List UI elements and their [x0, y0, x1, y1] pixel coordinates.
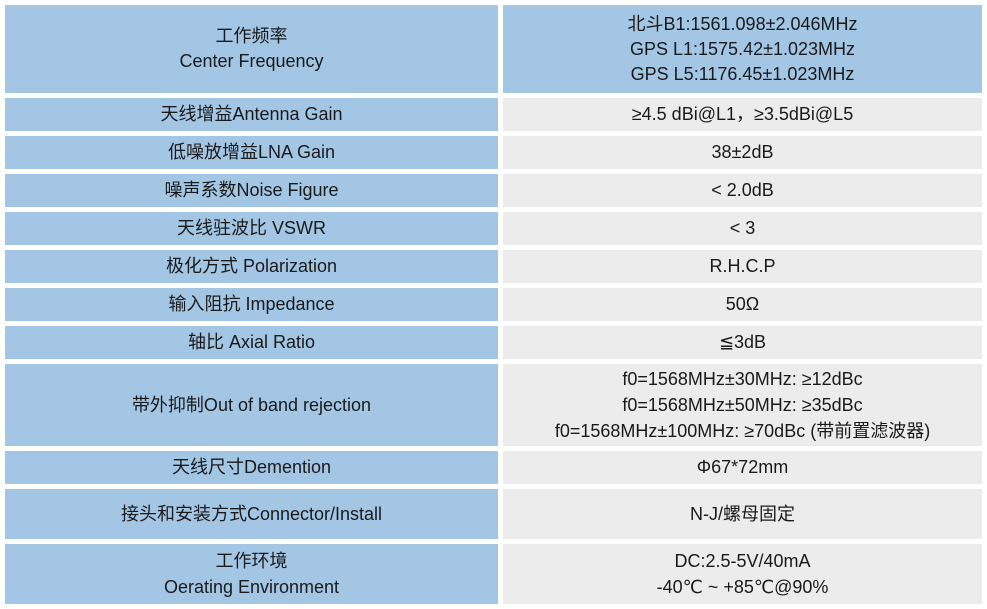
- param-label-vswr: 天线驻波比 VSWR: [5, 212, 498, 245]
- value-line: f0=1568MHz±50MHz: ≥35dBc: [622, 395, 863, 415]
- row-dimension: 天线尺寸Demention Φ67*72mm: [5, 451, 982, 484]
- row-noise-figure: 噪声系数Noise Figure < 2.0dB: [5, 174, 982, 207]
- label-line: Center Frequency: [179, 51, 324, 71]
- param-value-vswr: < 3: [503, 212, 982, 245]
- label-line: 接头和安装方式Connector/Install: [120, 503, 383, 524]
- value-line: GPS L5:1176.45±1.023MHz: [630, 63, 855, 84]
- label-line: 轴比 Axial Ratio: [187, 332, 316, 352]
- param-value-dimension: Φ67*72mm: [503, 451, 982, 484]
- param-value-antenna-gain: ≥4.5 dBi@L1，≥3.5dBi@L5: [503, 98, 982, 131]
- value-line: < 3: [729, 218, 756, 238]
- label-line: 天线驻波比 VSWR: [176, 218, 326, 238]
- row-band-rejection: 带外抑制Out of band rejection f0=1568MHz±30M…: [5, 364, 982, 446]
- param-label-axial-ratio: 轴比 Axial Ratio: [5, 326, 498, 359]
- param-label-center-frequency: 工作频率 Center Frequency: [5, 5, 498, 93]
- value-line: GPS L1:1575.42±1.023MHz: [629, 38, 856, 59]
- value-line: Φ67*72mm: [696, 457, 789, 477]
- param-value-band-rejection: f0=1568MHz±30MHz: ≥12dBc f0=1568MHz±50MH…: [503, 364, 982, 446]
- row-lna-gain: 低噪放增益LNA Gain 38±2dB: [5, 136, 982, 169]
- param-value-operating-environment: DC:2.5-5V/40mA -40℃ ~ +85℃@90%: [503, 544, 982, 604]
- value-line: ≥4.5 dBi@L1，≥3.5dBi@L5: [631, 104, 854, 124]
- label-line: 天线尺寸Demention: [171, 457, 332, 477]
- label-line: 天线增益Antenna Gain: [160, 104, 343, 124]
- row-axial-ratio: 轴比 Axial Ratio ≦3dB: [5, 326, 982, 359]
- row-center-frequency: 工作频率 Center Frequency 北斗B1:1561.098±2.04…: [5, 5, 982, 93]
- label-line: Oerating Environment: [163, 577, 340, 597]
- value-line: f0=1568MHz±100MHz: ≥70dBc (带前置滤波器): [554, 421, 931, 441]
- param-value-polarization: R.H.C.P: [503, 250, 982, 283]
- param-label-antenna-gain: 天线增益Antenna Gain: [5, 98, 498, 131]
- param-value-impedance: 50Ω: [503, 288, 982, 321]
- row-polarization: 极化方式 Polarization R.H.C.P: [5, 250, 982, 283]
- param-label-polarization: 极化方式 Polarization: [5, 250, 498, 283]
- value-line: -40℃ ~ +85℃@90%: [656, 577, 829, 597]
- label-line: 输入阻抗 Impedance: [168, 294, 335, 314]
- param-value-axial-ratio: ≦3dB: [503, 326, 982, 359]
- param-label-operating-environment: 工作环境 Oerating Environment: [5, 544, 498, 604]
- value-line: 北斗B1:1561.098±2.046MHz: [627, 13, 858, 34]
- label-line: 噪声系数Noise Figure: [164, 180, 339, 200]
- value-line: 38±2dB: [711, 142, 774, 162]
- param-label-dimension: 天线尺寸Demention: [5, 451, 498, 484]
- value-line: DC:2.5-5V/40mA: [674, 551, 811, 571]
- value-line: ≦3dB: [718, 332, 767, 352]
- row-antenna-gain: 天线增益Antenna Gain ≥4.5 dBi@L1，≥3.5dBi@L5: [5, 98, 982, 131]
- value-line: < 2.0dB: [711, 180, 774, 200]
- label-line: 极化方式 Polarization: [165, 256, 338, 276]
- param-label-impedance: 输入阻抗 Impedance: [5, 288, 498, 321]
- label-line: 工作环境: [215, 551, 288, 571]
- param-label-connector-install: 接头和安装方式Connector/Install: [5, 489, 498, 539]
- param-value-lna-gain: 38±2dB: [503, 136, 982, 169]
- param-value-center-frequency: 北斗B1:1561.098±2.046MHz GPS L1:1575.42±1.…: [503, 5, 982, 93]
- param-label-lna-gain: 低噪放增益LNA Gain: [5, 136, 498, 169]
- value-line: N-J/螺母固定: [690, 503, 795, 524]
- param-label-noise-figure: 噪声系数Noise Figure: [5, 174, 498, 207]
- param-value-noise-figure: < 2.0dB: [503, 174, 982, 207]
- label-line: 工作频率: [215, 26, 288, 46]
- param-value-connector-install: N-J/螺母固定: [503, 489, 982, 539]
- label-line: 带外抑制Out of band rejection: [131, 395, 372, 415]
- row-impedance: 输入阻抗 Impedance 50Ω: [5, 288, 982, 321]
- row-operating-environment: 工作环境 Oerating Environment DC:2.5-5V/40mA…: [5, 544, 982, 604]
- value-line: f0=1568MHz±30MHz: ≥12dBc: [622, 369, 863, 389]
- value-line: R.H.C.P: [709, 256, 776, 276]
- row-connector-install: 接头和安装方式Connector/Install N-J/螺母固定: [5, 489, 982, 539]
- value-line: 50Ω: [725, 294, 760, 314]
- label-line: 低噪放增益LNA Gain: [167, 142, 336, 162]
- row-vswr: 天线驻波比 VSWR < 3: [5, 212, 982, 245]
- param-label-band-rejection: 带外抑制Out of band rejection: [5, 364, 498, 446]
